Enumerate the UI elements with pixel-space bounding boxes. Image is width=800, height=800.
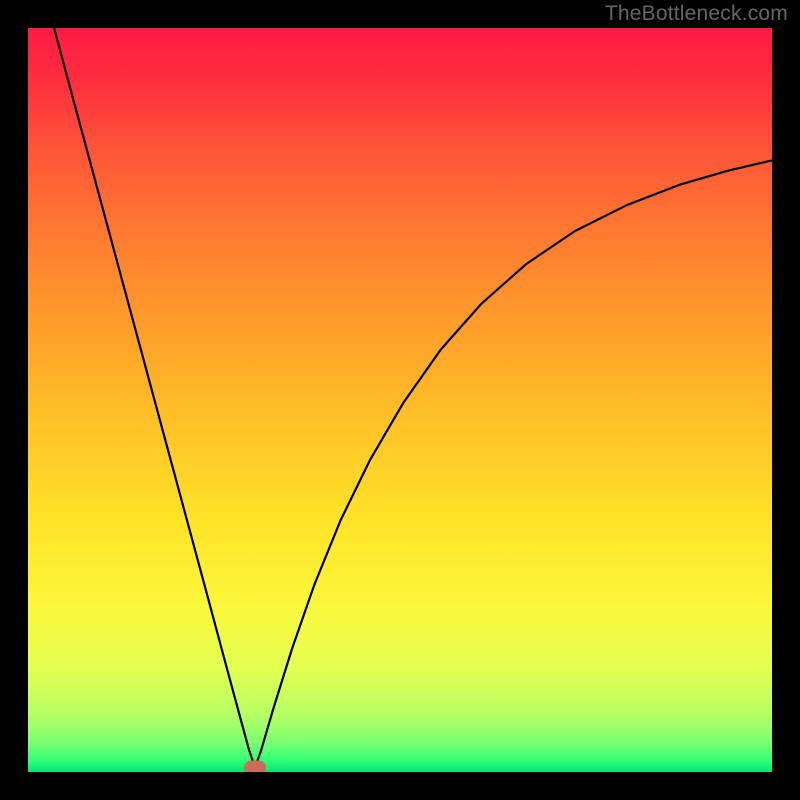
bottleneck-chart (0, 0, 800, 800)
chart-container: TheBottleneck.com (0, 0, 800, 800)
watermark-text: TheBottleneck.com (605, 2, 788, 26)
chart-background (28, 28, 772, 772)
